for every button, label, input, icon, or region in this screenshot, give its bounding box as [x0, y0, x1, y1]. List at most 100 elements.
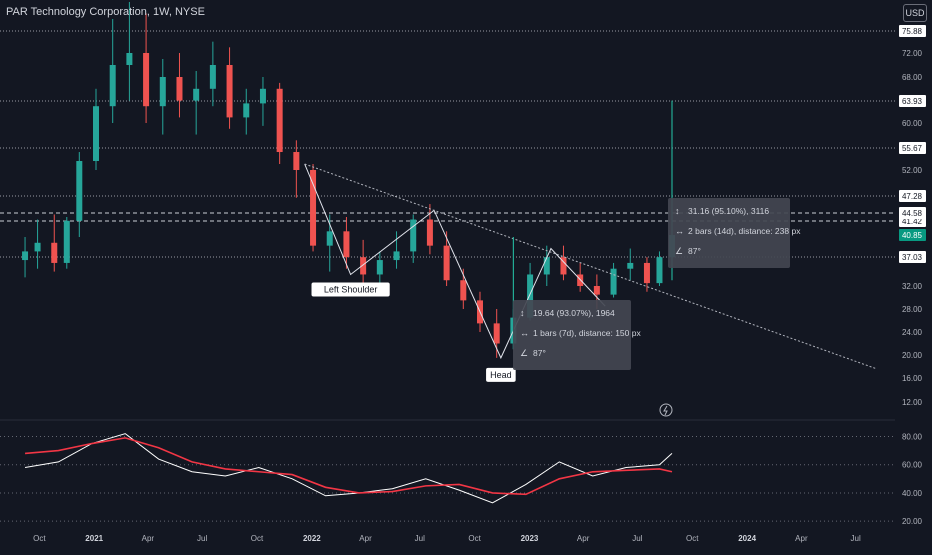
candle-body	[159, 77, 166, 107]
x-tick-label: Oct	[33, 534, 46, 543]
head-label[interactable]: Head	[486, 367, 516, 382]
measure-range: 1 bars (7d), distance: 150 px	[533, 328, 641, 338]
horizontal-arrow-icon: ↔	[520, 328, 529, 338]
x-tick-label: Oct	[251, 534, 264, 543]
candle	[209, 41, 216, 107]
y-tick: 12.00	[902, 398, 923, 407]
candle-body	[226, 65, 233, 118]
candle-body	[92, 106, 99, 162]
candle-body	[276, 88, 283, 153]
rsi-ma-line	[24, 437, 673, 496]
candle	[426, 204, 433, 255]
y-tick: 63.93	[899, 95, 926, 107]
y-tick-box	[899, 95, 926, 107]
x-tick-label: Jul	[632, 534, 642, 543]
pattern-label-text: Left Shoulder	[324, 284, 378, 294]
candle	[276, 82, 283, 165]
candle-body	[543, 257, 550, 275]
candle	[560, 245, 567, 281]
y-tick-label: 72.00	[902, 49, 923, 58]
x-tick-label: Apr	[359, 534, 372, 543]
pattern-label-text: Head	[490, 370, 512, 380]
candle	[343, 217, 350, 269]
candle	[543, 245, 550, 286]
candle	[410, 214, 417, 263]
y-tick-box	[899, 229, 926, 241]
candle-body	[460, 280, 467, 301]
y-tick: 44.58	[899, 207, 926, 219]
y-tick-label: 28.00	[902, 305, 923, 314]
y-tick-box	[899, 207, 926, 219]
candle-body	[326, 231, 333, 246]
candle-body	[527, 274, 534, 318]
y-tick: 20.00	[902, 351, 923, 360]
candle-body	[209, 65, 216, 89]
y-tick-box	[899, 25, 926, 37]
oscillator-tick-label: 20.00	[902, 517, 923, 526]
measure-box[interactable]: ↕ 31.16 (95.10%), 3116 ↔ 2 bars (14d), dist…	[668, 198, 801, 268]
pattern-label-bg	[311, 282, 390, 297]
y-tick-label: 40.85	[902, 231, 923, 240]
x-tick-label: 2021	[85, 534, 103, 543]
candle-body	[376, 260, 383, 275]
candle-body	[393, 251, 400, 261]
candle-body	[643, 262, 650, 284]
measure-angle: 87°	[688, 246, 701, 256]
alert-icon[interactable]	[659, 403, 673, 417]
y-tick: 55.67	[899, 142, 926, 154]
candle-body	[63, 220, 70, 263]
candle	[109, 18, 116, 123]
candle	[193, 71, 200, 135]
candle	[493, 309, 500, 358]
candle	[376, 251, 383, 286]
candle-body	[493, 323, 500, 344]
x-tick-label: Apr	[577, 534, 590, 543]
candle	[159, 59, 166, 135]
candle-body	[259, 88, 266, 104]
left-shoulder-label[interactable]: Left Shoulder	[311, 282, 390, 297]
candle	[126, 1, 133, 101]
axis-bg	[895, 0, 932, 550]
y-tick: 16.00	[902, 374, 923, 383]
price-axis: 12.00 16.00 20.00 24.00 28.00 32.00 37.03 40.85…	[895, 0, 932, 550]
candle	[393, 231, 400, 269]
head-shoulders-line[interactable]	[304, 163, 606, 360]
candle-body	[426, 219, 433, 246]
candle-body	[126, 53, 133, 65]
y-tick-label: 60.00	[902, 119, 923, 128]
measurement-boxes[interactable]: ↕ 19.64 (93.07%), 1964 ↔ 1 bars (7d), dista…	[513, 198, 801, 370]
chart-title: PAR Technology Corporation, 1W, NYSE	[6, 6, 205, 18]
x-tick-label: Oct	[468, 534, 481, 543]
candle	[143, 13, 150, 123]
x-tick-label: 2022	[303, 534, 321, 543]
candle	[92, 88, 99, 170]
candle	[63, 217, 70, 269]
candle	[34, 219, 41, 269]
candle-body	[410, 219, 417, 252]
y-tick: 47.28	[899, 190, 926, 202]
candle-body	[627, 262, 634, 269]
currency-button[interactable]: USD	[903, 4, 927, 22]
horizontal-arrow-icon: ↔	[675, 226, 684, 236]
neckline[interactable]	[304, 163, 877, 370]
oscillator-tick-label: 80.00	[902, 432, 923, 441]
x-tick-label: Jul	[851, 534, 861, 543]
measure-box[interactable]: ↕ 19.64 (93.07%), 1964 ↔ 1 bars (7d), dista…	[513, 300, 641, 370]
y-tick-label: 32.00	[902, 282, 923, 291]
candle-body	[193, 88, 200, 101]
angle-icon: ∠	[520, 348, 528, 358]
candle	[259, 77, 266, 126]
candle	[226, 47, 233, 129]
candle-body	[656, 257, 663, 284]
y-tick-box	[899, 142, 926, 154]
y-tick-box	[899, 251, 926, 263]
pattern-label-bg	[486, 367, 516, 382]
y-tick: 60.00	[902, 119, 923, 128]
candle-body	[34, 242, 41, 252]
vertical-arrow-icon: ↕	[675, 206, 680, 216]
y-tick-label: 41.42	[902, 217, 923, 226]
candle	[22, 237, 29, 278]
candle-body	[109, 65, 116, 107]
